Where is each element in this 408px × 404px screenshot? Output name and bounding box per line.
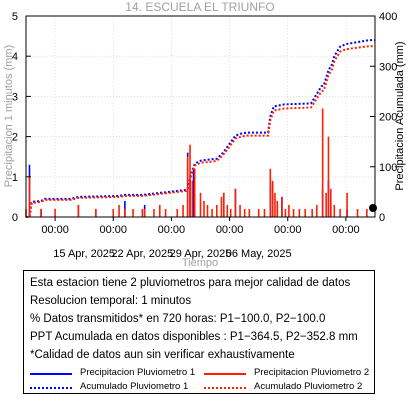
legend-swatch-a1 [30,387,72,389]
series-line-3 [26,45,375,218]
y-tick-label-right: 400 [379,11,397,23]
x-tick-label-date: 15 Apr, 2025 [53,248,115,260]
x-tick-label-time: 00:00 [332,224,360,236]
legend-swatch-p1 [30,373,72,375]
info-line: *Calidad de datos aun sin verificar exha… [30,349,295,361]
x-tick-label-date: 22 Apr, 2025 [111,248,173,260]
x-tick-label-time: 00:00 [99,224,127,236]
x-tick-label-date: 06 May, 2025 [226,248,292,260]
y-tick-label-left: 0 [12,212,18,224]
x-tick-label-time: 00:00 [41,224,69,236]
info-line: PPT Acumulada en datos disponibles : P1−… [30,331,358,343]
x-axis-label: Tiempo [182,257,218,268]
series-group [25,39,375,218]
legend-label-a2: Acumulado Pluviometro 2 [254,381,363,392]
legend-swatch-a2 [204,387,246,389]
status-dot [369,204,377,212]
chart-title: 14. ESCUELA EL TRIUNFO [125,0,274,14]
y-tick-label-left: 3 [12,91,18,103]
y-tick-label-left: 1 [12,172,18,184]
y-tick-label-right: 0 [379,212,385,224]
info-line: Esta estacion tiene 2 pluviometros para … [30,277,351,289]
x-tick-label-date: 29 Apr, 2025 [170,248,232,260]
info-line: Resolucion temporal: 1 minutos [30,295,192,307]
legend-label-p1: Precipitacion Pluviometro 1 [80,367,196,378]
legend-label-p2: Precipitacion Pluviometro 2 [254,367,370,378]
y-axis-label-right: Precipitacion Acumulada (mm) [394,41,406,190]
x-tick-label-time: 00:00 [274,224,302,236]
info-panel: Esta estacion tiene 2 pluviometros para … [23,270,375,394]
y-tick-label-left: 4 [12,51,18,63]
chart-svg: 14. ESCUELA EL TRIUNFO 0 1 2 3 4 5 0 100 200 300 4… [3,0,406,268]
y-tick-label-left: 5 [12,11,18,23]
y-tick-label-right: 300 [379,61,397,73]
y-tick-label-right: 200 [379,112,397,124]
info-line: % Datos transmitidos* en 720 horas: P1−1… [30,313,326,325]
legend-label-a1: Acumulado Pluviometro 1 [80,381,189,392]
y-tick-label-left: 2 [12,132,18,144]
y-axis-label-left: Precipitacion 1 minutos (mm) [3,45,15,187]
legend-swatch-p2 [204,373,246,375]
axes: 0 1 2 3 4 5 0 100 200 300 400 00:00 00:00 00:00 00:00 0… [12,11,397,260]
x-tick-label-time: 00:00 [216,224,244,236]
y-tick-label-right: 100 [379,162,397,174]
x-tick-label-time: 00:00 [158,224,186,236]
